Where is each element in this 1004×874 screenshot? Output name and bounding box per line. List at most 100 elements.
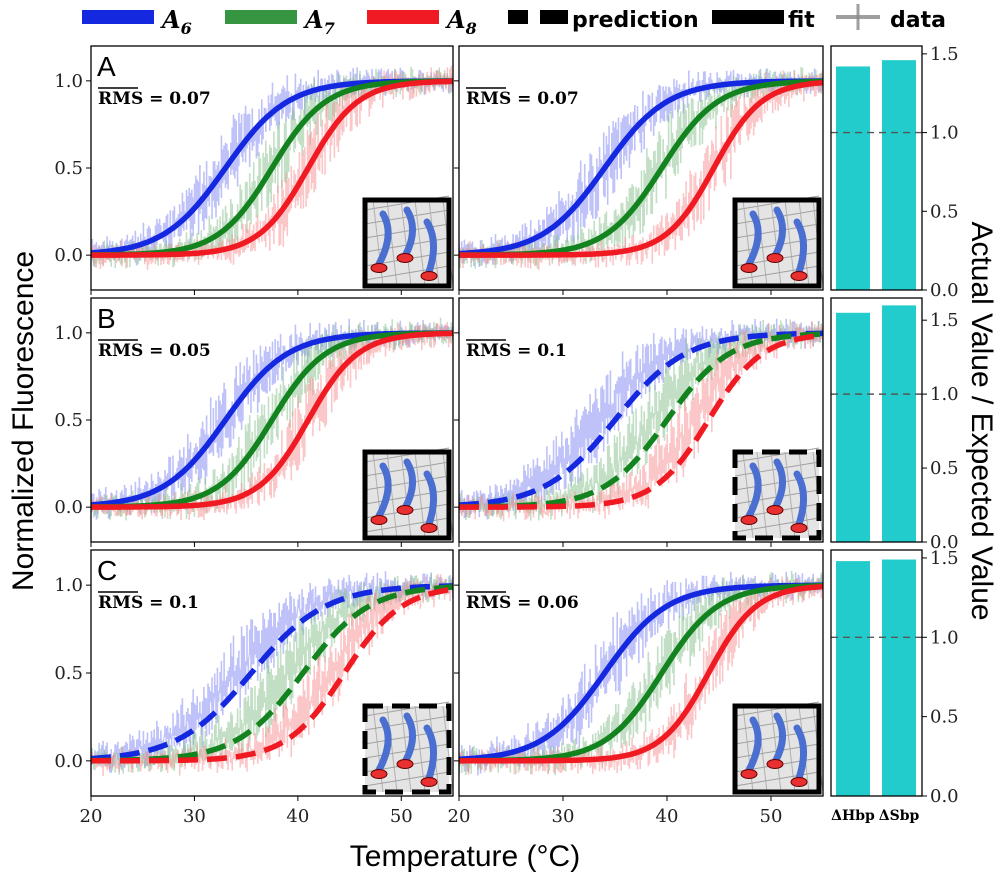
rms-text: RMS = 0.07 (466, 89, 579, 109)
rms-text: RMS = 0.1 (98, 593, 199, 613)
inset-strand (793, 470, 807, 528)
y-tick-label: 0.0 (54, 245, 83, 266)
panel-r0c1: RMS = 0.07 (454, 45, 824, 295)
inset-grid-line (734, 265, 820, 281)
prediction-a6 (91, 583, 453, 762)
inset-grid-line (400, 199, 412, 287)
panel-B: 0.0 0.5 1.0 B RMS = 0.05 (54, 297, 454, 547)
plot-clip (91, 571, 453, 776)
inset-grid-line (784, 199, 796, 287)
legend-data-swatch (836, 4, 880, 30)
inset-binding-site (370, 769, 388, 779)
inset-grid-line (400, 705, 412, 793)
legend-fit-swatch (712, 10, 784, 24)
inset-grid-line (734, 475, 820, 491)
inset-strand (423, 470, 437, 528)
data-line-a6 (459, 73, 823, 260)
plot-clip (91, 65, 453, 270)
inset-strand (793, 218, 807, 276)
y-tick-label: 0.5 (54, 663, 83, 684)
rms-annotation: RMS = 0.07 (98, 87, 211, 109)
x-tick-label: 30 (183, 806, 206, 827)
rms-text: RMS = 0.07 (98, 89, 211, 109)
rms-annotation: RMS = 0.1 (466, 339, 567, 361)
y-tick-label: 0.0 (54, 751, 83, 772)
legend-a7-swatch (225, 10, 297, 24)
fit-a8 (459, 79, 823, 258)
panel-label: B (97, 303, 116, 334)
x-tick-label: 20 (80, 806, 103, 827)
legend-prediction-swatch (508, 10, 568, 24)
inset-binding-site (420, 777, 438, 787)
panel-r1c1: RMS = 0.1 (454, 297, 824, 547)
inset-grid-line (364, 517, 450, 533)
inset-binding-site (740, 515, 758, 525)
inset-binding-site (420, 271, 438, 281)
inset-grid-line (770, 199, 782, 287)
x-tick-label: 50 (390, 806, 413, 827)
y-tick-label: 0.5 (54, 158, 83, 179)
fit-a8 (91, 330, 453, 510)
inset-strand (745, 462, 762, 520)
inset-illustration (732, 447, 824, 541)
rms-annotation: RMS = 0.07 (466, 87, 579, 109)
inset-strand (375, 462, 392, 520)
plot-clip (91, 317, 453, 521)
inset-frame (362, 703, 452, 795)
inset-strand (375, 210, 392, 268)
inset-illustration (732, 195, 824, 289)
inset-grid-line (414, 705, 426, 793)
inset-illustration (362, 195, 454, 289)
y-tick-label: 1.0 (54, 575, 83, 596)
panel-C: 0.0 0.5 1.0 20 30 40 50 C RMS = 0.1 (54, 549, 454, 827)
panel-label: C (97, 555, 117, 586)
inset-strand (401, 712, 416, 766)
inset-frame (362, 197, 452, 289)
inset-grid-line (414, 199, 426, 287)
inset-grid-line (734, 223, 820, 239)
inset-grid-line (364, 223, 450, 239)
data-line-a8 (91, 580, 453, 770)
legend-a7-label: A7 (303, 5, 335, 38)
inset-grid-line (364, 729, 450, 745)
inset-frame (732, 197, 822, 289)
inset-binding-site (396, 505, 414, 515)
inset-binding-site (420, 523, 438, 533)
fit-a8 (91, 78, 453, 258)
prediction-a8 (91, 586, 453, 764)
inset-grid-line (734, 517, 820, 533)
inset-binding-site (790, 523, 808, 533)
plot-clip (459, 570, 823, 776)
inset-strand (401, 458, 416, 512)
inset-frame (732, 449, 822, 541)
panel-A: 0.0 0.5 1.0 A RMS = 0.07 (54, 45, 454, 295)
y-tick-label: 0.0 (54, 497, 83, 518)
inset-grid-line (386, 705, 398, 793)
legend-a6-swatch (82, 10, 154, 24)
legend-a8-label: A8 (445, 5, 477, 38)
panel-label: A (97, 51, 116, 82)
inset-binding-site (370, 515, 388, 525)
plot-clip (459, 67, 823, 270)
inset-binding-site (370, 263, 388, 273)
inset-illustration (362, 447, 454, 541)
legend-data-label: data (890, 8, 946, 33)
rms-text: RMS = 0.1 (466, 341, 567, 361)
inset-grid-line (784, 451, 796, 539)
x-tick-label: 40 (286, 806, 309, 827)
prediction-a8 (459, 332, 823, 510)
inset-strand (771, 458, 786, 512)
inset-grid-line (756, 451, 768, 539)
inset-grid-line (386, 451, 398, 539)
inset-grid-line (414, 451, 426, 539)
inset-binding-site (396, 253, 414, 263)
inset-strand (745, 210, 762, 268)
inset-binding-site (790, 271, 808, 281)
plot-clip (459, 318, 823, 522)
inset-binding-site (740, 263, 758, 273)
data-line-a6 (91, 577, 453, 763)
y-tick-label: 1.0 (54, 323, 83, 344)
inset-illustration (362, 701, 454, 795)
